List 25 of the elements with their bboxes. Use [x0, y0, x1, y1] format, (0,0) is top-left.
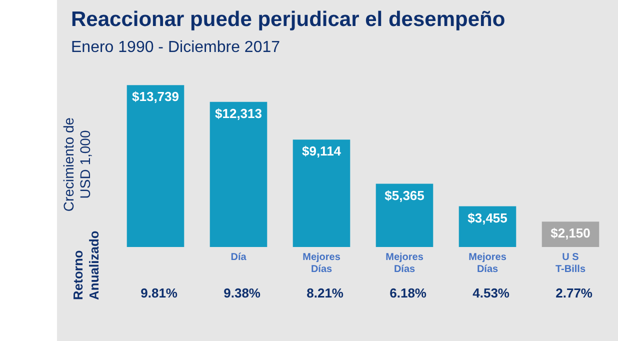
data-label: $5,365: [384, 188, 424, 203]
text: Retorno Anualizado: [70, 230, 102, 300]
text: 9.81%: [140, 286, 178, 301]
data-label: $2,150: [550, 226, 590, 241]
bar: [126, 85, 184, 247]
text: 6.18%: [390, 286, 427, 301]
bar: [292, 140, 350, 247]
x-tick-label: U S T-Bills: [555, 252, 586, 275]
data-label: $3,455: [468, 210, 508, 226]
chart-title: Reaccionar puede perjudicar el desempeño: [71, 8, 506, 32]
data-label: $9,114: [302, 144, 342, 159]
text: 2.77%: [556, 286, 593, 301]
chart-subtitle: Enero 1990 - Diciembre 2017: [71, 39, 280, 57]
bar: [210, 102, 268, 247]
text: 9.38%: [224, 286, 261, 301]
x-tick-label: Mejores Días: [468, 252, 507, 275]
data-label: $13,739: [132, 89, 179, 104]
x-tick-label: Mejores Días: [386, 252, 424, 275]
bar: [376, 184, 434, 247]
y-axis-title: Crecimiento de USD 1,000: [60, 117, 94, 212]
x-tick-label: Mejores Días: [302, 252, 341, 275]
text: 4.53%: [472, 286, 510, 301]
text: 8.21%: [306, 286, 344, 301]
x-tick-label: Día: [230, 252, 247, 263]
data-label: $12,313: [215, 106, 262, 121]
